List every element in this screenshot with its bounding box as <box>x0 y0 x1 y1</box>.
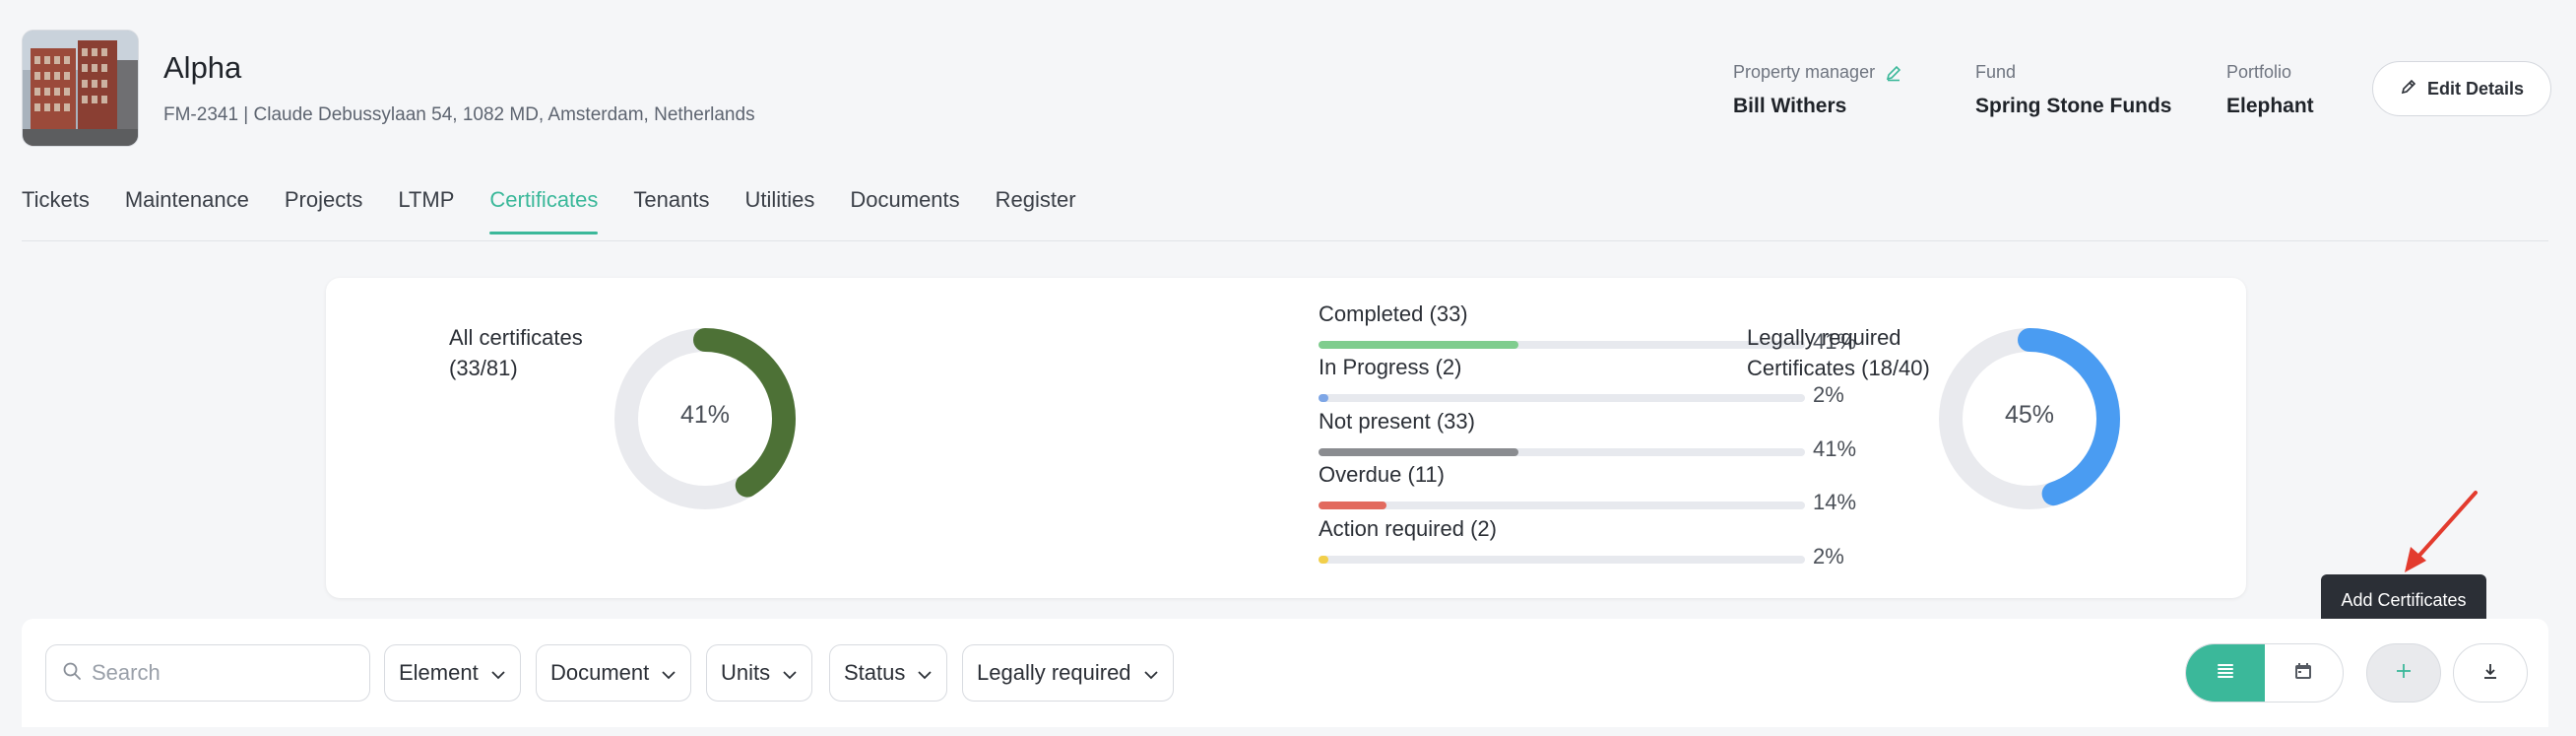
all-certificates-donut <box>614 328 796 509</box>
tab-utilities[interactable]: Utilities <box>744 187 815 212</box>
portfolio-value: Elephant <box>2226 95 2314 117</box>
element-filter-dropdown[interactable]: Element <box>384 644 521 702</box>
bar-action-required: Action required (2) 2% <box>1319 516 1844 569</box>
fund-value: Spring Stone Funds <box>1975 95 2172 117</box>
bar-fill-completed <box>1319 341 1518 349</box>
bar-fill-in-progress <box>1319 394 1328 402</box>
legal-certificates-label: Legally required Certificates (18/40) <box>1747 325 1930 380</box>
tab-divider <box>22 240 2548 241</box>
pencil-icon <box>2400 78 2417 100</box>
property-address: FM-2341 | Claude Debussylaan 54, 1082 MD… <box>163 104 755 125</box>
download-button[interactable] <box>2453 643 2528 703</box>
fund-label: Fund <box>1975 62 2017 82</box>
edit-pen-icon[interactable] <box>1885 64 1902 82</box>
document-filter-dropdown[interactable]: Document <box>536 644 692 702</box>
add-certificates-tooltip: Add Certificates <box>2321 574 2486 634</box>
calendar-icon <box>2293 661 2313 686</box>
chevron-down-icon <box>782 660 798 686</box>
portfolio-label: Portfolio <box>2226 62 2292 82</box>
all-certificates-label: All certificates (33/81) <box>449 325 583 380</box>
chevron-down-icon <box>917 660 933 686</box>
search-box[interactable] <box>45 644 370 702</box>
bar-fill-not-present <box>1319 448 1518 456</box>
bar-overdue: Overdue (11) 14% <box>1319 462 1857 514</box>
chevron-down-icon <box>1143 660 1159 686</box>
property-manager-block: Property manager Bill Withers <box>1733 62 1902 118</box>
bar-in-progress: In Progress (2) 2% <box>1319 355 1844 407</box>
legally-required-filter-dropdown[interactable]: Legally required <box>962 644 1174 702</box>
list-view-button[interactable] <box>2186 644 2265 702</box>
bar-not-present: Not present (33) 41% <box>1319 409 1857 461</box>
annotation-arrow-icon <box>2405 491 2478 572</box>
plus-icon <box>2394 661 2414 686</box>
property-manager-label: Property manager <box>1733 62 1876 82</box>
chevron-down-icon <box>490 660 506 686</box>
tab-certificates[interactable]: Certificates <box>489 187 599 234</box>
legal-certificates-donut <box>1939 328 2120 509</box>
edit-details-label: Edit Details <box>2426 78 2525 99</box>
search-icon <box>62 661 82 686</box>
search-input[interactable] <box>92 660 348 686</box>
chevron-down-icon <box>661 660 676 686</box>
tab-bar: Tickets Maintenance Projects LTMP Certif… <box>22 187 1112 234</box>
property-name: Alpha <box>163 50 242 85</box>
property-thumbnail <box>22 30 139 147</box>
certificates-summary-card: All certificates (33/81) 41% Completed (… <box>326 278 2246 598</box>
bar-completed: Completed (33) 41% <box>1319 301 1857 354</box>
filter-bar: Element Document Units Status Legally re… <box>22 619 2548 727</box>
bar-fill-action-required <box>1319 556 1328 564</box>
status-filter-dropdown[interactable]: Status <box>829 644 948 702</box>
tab-tickets[interactable]: Tickets <box>22 187 90 212</box>
add-certificate-button[interactable] <box>2366 643 2441 703</box>
property-manager-value: Bill Withers <box>1733 95 1847 117</box>
tab-ltmp[interactable]: LTMP <box>398 187 455 212</box>
bar-fill-overdue <box>1319 502 1387 509</box>
fund-block: Fund Spring Stone Funds <box>1975 62 2172 118</box>
tab-register[interactable]: Register <box>995 187 1076 212</box>
tab-documents[interactable]: Documents <box>850 187 960 212</box>
units-filter-dropdown[interactable]: Units <box>706 644 813 702</box>
tab-maintenance[interactable]: Maintenance <box>124 187 249 212</box>
tab-tenants[interactable]: Tenants <box>633 187 710 212</box>
portfolio-block: Portfolio Elephant <box>2226 62 2314 118</box>
legal-certificates-percent: 45% <box>2004 401 2055 429</box>
view-toggle <box>2185 643 2344 703</box>
download-icon <box>2480 661 2500 686</box>
all-certificates-percent: 41% <box>679 401 731 429</box>
list-icon <box>2216 661 2235 686</box>
edit-details-button[interactable]: Edit Details <box>2372 61 2551 116</box>
calendar-view-button[interactable] <box>2265 644 2344 702</box>
tab-projects[interactable]: Projects <box>284 187 363 212</box>
